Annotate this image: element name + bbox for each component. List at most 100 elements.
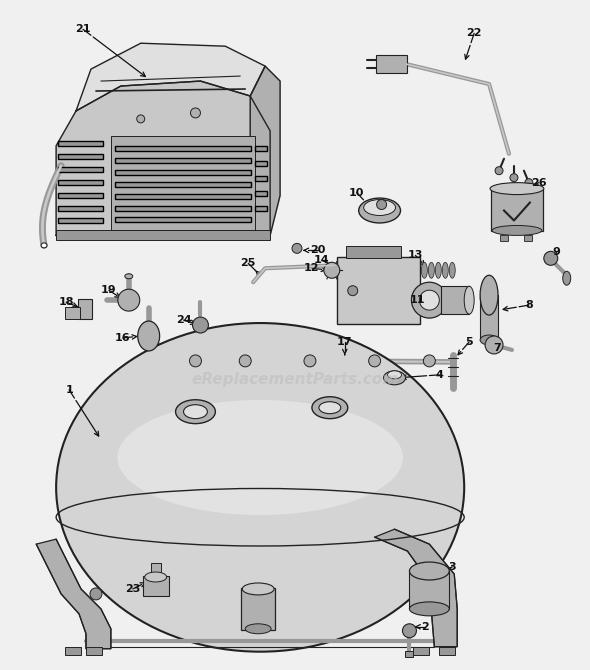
Text: 3: 3 [448, 562, 456, 572]
FancyBboxPatch shape [115, 194, 251, 198]
FancyBboxPatch shape [241, 588, 275, 630]
Text: 25: 25 [241, 259, 256, 268]
Circle shape [90, 588, 102, 600]
Circle shape [419, 290, 440, 310]
Circle shape [192, 317, 208, 333]
Circle shape [369, 355, 381, 367]
FancyBboxPatch shape [143, 576, 169, 596]
Text: 1: 1 [65, 385, 73, 395]
FancyBboxPatch shape [58, 167, 103, 172]
Ellipse shape [492, 226, 542, 235]
Circle shape [240, 355, 251, 367]
Circle shape [402, 624, 417, 638]
Ellipse shape [442, 262, 448, 278]
Circle shape [495, 167, 503, 175]
Circle shape [544, 251, 558, 265]
Circle shape [510, 174, 518, 182]
Ellipse shape [384, 371, 405, 385]
Polygon shape [250, 66, 280, 235]
FancyBboxPatch shape [409, 571, 449, 609]
Circle shape [137, 115, 145, 123]
Text: 5: 5 [466, 337, 473, 347]
FancyBboxPatch shape [150, 563, 160, 577]
Ellipse shape [480, 335, 498, 345]
FancyBboxPatch shape [58, 153, 103, 159]
Circle shape [118, 289, 140, 311]
FancyBboxPatch shape [115, 170, 251, 175]
Ellipse shape [319, 402, 341, 413]
Circle shape [191, 108, 201, 118]
FancyBboxPatch shape [440, 647, 455, 655]
Text: eReplacementParts.com: eReplacementParts.com [191, 373, 399, 387]
Polygon shape [56, 81, 270, 235]
Ellipse shape [242, 583, 274, 595]
Text: 11: 11 [409, 295, 425, 305]
Text: 24: 24 [176, 315, 191, 325]
Circle shape [348, 285, 358, 295]
Ellipse shape [137, 321, 160, 351]
FancyBboxPatch shape [58, 218, 103, 224]
Polygon shape [36, 539, 111, 649]
Ellipse shape [480, 275, 498, 315]
Circle shape [304, 355, 316, 367]
Text: 21: 21 [76, 24, 91, 34]
FancyBboxPatch shape [58, 180, 103, 185]
Ellipse shape [428, 262, 434, 278]
FancyBboxPatch shape [491, 188, 543, 231]
Circle shape [324, 262, 340, 278]
Circle shape [376, 200, 386, 210]
Circle shape [189, 355, 201, 367]
FancyBboxPatch shape [414, 647, 430, 655]
Ellipse shape [176, 400, 215, 423]
Text: 16: 16 [115, 333, 130, 343]
Ellipse shape [183, 405, 208, 419]
Ellipse shape [449, 262, 455, 278]
Ellipse shape [363, 200, 395, 216]
Ellipse shape [490, 183, 544, 194]
Text: 12: 12 [304, 263, 320, 273]
FancyBboxPatch shape [255, 176, 267, 181]
FancyBboxPatch shape [441, 286, 469, 314]
Ellipse shape [145, 572, 166, 582]
Text: 17: 17 [337, 337, 352, 347]
Circle shape [525, 179, 533, 187]
Ellipse shape [117, 400, 403, 515]
FancyBboxPatch shape [337, 257, 421, 324]
FancyBboxPatch shape [115, 146, 251, 151]
Ellipse shape [312, 397, 348, 419]
FancyBboxPatch shape [111, 136, 255, 230]
Text: 22: 22 [467, 28, 482, 38]
FancyBboxPatch shape [115, 182, 251, 187]
Polygon shape [76, 43, 265, 111]
FancyBboxPatch shape [255, 146, 267, 151]
Ellipse shape [421, 262, 427, 278]
FancyBboxPatch shape [405, 651, 414, 657]
Text: 19: 19 [101, 285, 117, 295]
FancyBboxPatch shape [115, 218, 251, 222]
FancyBboxPatch shape [500, 235, 508, 241]
Ellipse shape [41, 243, 47, 248]
Text: 23: 23 [125, 584, 140, 594]
Circle shape [292, 243, 302, 253]
Text: 26: 26 [531, 178, 547, 188]
Circle shape [411, 282, 447, 318]
Ellipse shape [359, 198, 401, 223]
Text: 4: 4 [435, 370, 443, 380]
FancyBboxPatch shape [78, 299, 92, 319]
FancyBboxPatch shape [86, 647, 102, 655]
Text: 13: 13 [408, 251, 423, 261]
Ellipse shape [56, 323, 464, 652]
FancyBboxPatch shape [376, 55, 408, 73]
FancyBboxPatch shape [255, 206, 267, 210]
FancyBboxPatch shape [65, 647, 81, 655]
Circle shape [485, 336, 503, 354]
Ellipse shape [464, 286, 474, 314]
Ellipse shape [388, 371, 402, 379]
Text: 2: 2 [421, 622, 430, 632]
Text: 9: 9 [553, 247, 560, 257]
Ellipse shape [409, 562, 449, 580]
FancyBboxPatch shape [255, 161, 267, 165]
FancyBboxPatch shape [58, 206, 103, 210]
Text: 7: 7 [493, 343, 501, 353]
Text: 10: 10 [349, 188, 365, 198]
